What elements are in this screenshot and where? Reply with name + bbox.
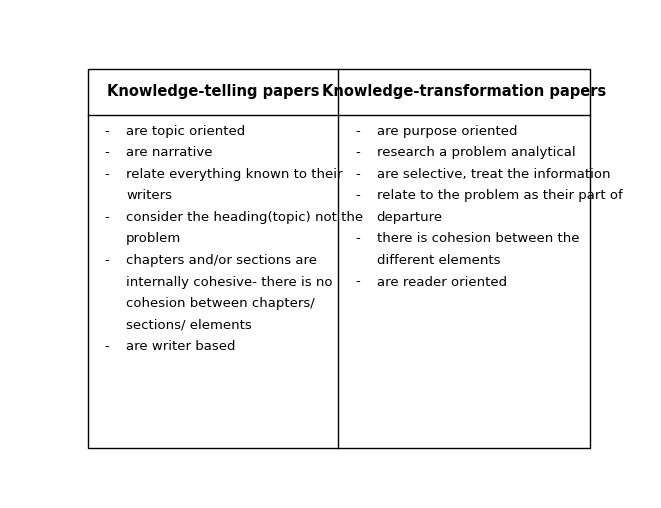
Text: cohesion between chapters/: cohesion between chapters/ (126, 297, 315, 310)
Text: consider the heading(topic) not the: consider the heading(topic) not the (126, 211, 364, 224)
Text: are writer based: are writer based (126, 340, 236, 353)
Text: relate to the problem as their part of: relate to the problem as their part of (377, 189, 623, 202)
Text: sections/ elements: sections/ elements (126, 319, 252, 332)
Text: are selective, treat the information: are selective, treat the information (377, 168, 610, 181)
Text: -: - (105, 211, 110, 224)
Text: writers: writers (126, 189, 172, 202)
Text: -: - (356, 275, 360, 289)
Text: Knowledge-transformation papers: Knowledge-transformation papers (322, 84, 606, 100)
Text: are topic oriented: are topic oriented (126, 124, 245, 138)
Text: problem: problem (126, 233, 181, 245)
Text: are narrative: are narrative (126, 146, 213, 159)
Text: chapters and/or sections are: chapters and/or sections are (126, 254, 317, 267)
Text: relate everything known to their: relate everything known to their (126, 168, 342, 181)
Text: -: - (105, 340, 110, 353)
Text: different elements: different elements (377, 254, 500, 267)
Text: -: - (356, 124, 360, 138)
Text: -: - (105, 146, 110, 159)
Text: -: - (356, 189, 360, 202)
Text: -: - (105, 254, 110, 267)
Text: internally cohesive- there is no: internally cohesive- there is no (126, 275, 332, 289)
Text: there is cohesion between the: there is cohesion between the (377, 233, 579, 245)
Text: -: - (105, 124, 110, 138)
Text: -: - (356, 146, 360, 159)
Text: research a problem analytical: research a problem analytical (377, 146, 575, 159)
Text: -: - (356, 233, 360, 245)
Text: are reader oriented: are reader oriented (377, 275, 507, 289)
Text: Knowledge-telling papers: Knowledge-telling papers (106, 84, 319, 100)
Text: departure: departure (377, 211, 443, 224)
Text: are purpose oriented: are purpose oriented (377, 124, 517, 138)
Text: -: - (356, 168, 360, 181)
Text: -: - (105, 168, 110, 181)
